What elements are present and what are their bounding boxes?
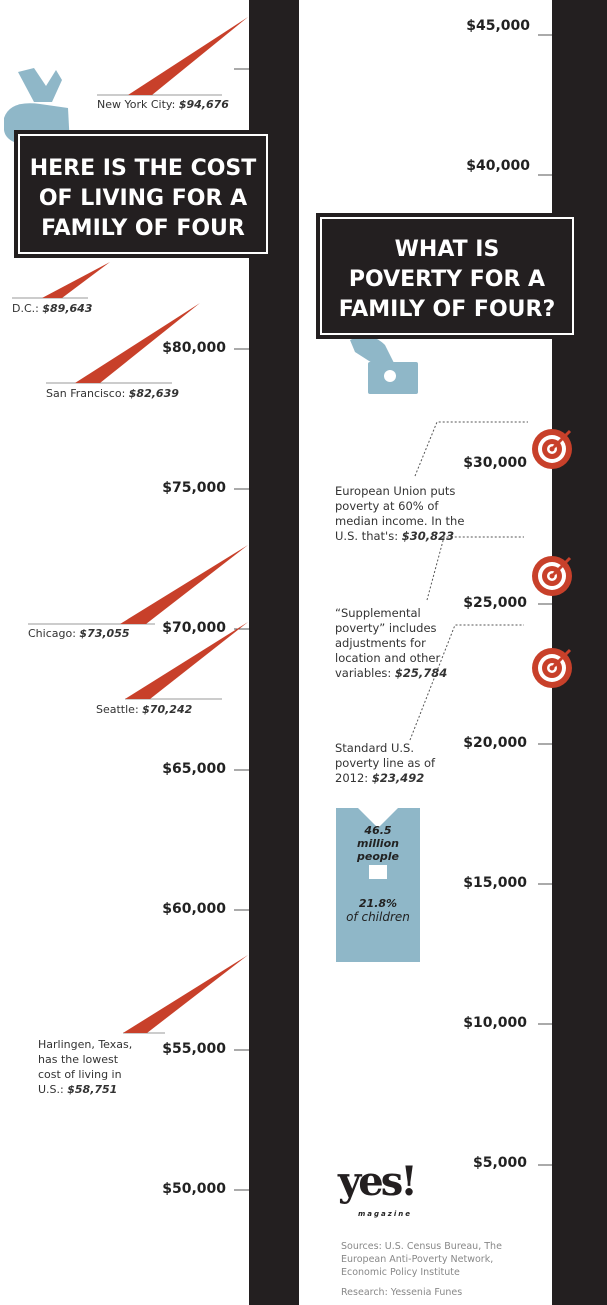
- city-label-sf: San Francisco: $82,639: [46, 387, 179, 400]
- right-tick-label: $45,000: [466, 18, 530, 34]
- left-tick-label: $50,000: [162, 1181, 226, 1197]
- target-icon: [532, 429, 572, 469]
- target-icon: [532, 556, 572, 596]
- stroller-icon: [369, 865, 387, 879]
- right-tick-label: $20,000: [463, 735, 527, 751]
- left-tick-label: $60,000: [162, 901, 226, 917]
- city-wedge-sf: [75, 303, 200, 383]
- city-wedge-chicago: [120, 545, 248, 624]
- city-label-chicago: Chicago: $73,055: [28, 627, 130, 640]
- poverty-stat-box: 46.5 million people 21.8% of children: [336, 808, 420, 962]
- city-wedge-dc: [42, 262, 110, 298]
- city-label-nyc: New York City: $94,676: [97, 98, 229, 111]
- right-tick-label: $5,000: [472, 1155, 527, 1171]
- left-tick-label: $80,000: [162, 340, 226, 356]
- arrow-down-icon: [358, 808, 398, 828]
- pointer-line: [409, 624, 524, 741]
- poverty-note-eu: European Union puts poverty at 60% of me…: [335, 484, 465, 543]
- right-tick-label: $15,000: [463, 875, 527, 891]
- city-label-seattle: Seattle: $70,242: [96, 703, 193, 716]
- pointer-line: [426, 536, 524, 601]
- left-tick-label: $55,000: [162, 1041, 226, 1057]
- research-credit: Research: Yessenia Funes: [341, 1287, 463, 1298]
- right-tick-label: $10,000: [463, 1015, 527, 1031]
- target-icon: [532, 648, 572, 688]
- city-wedge-nyc: [128, 17, 248, 95]
- city-label-harlingen: Harlingen, Texas, has the lowest cost of…: [38, 1038, 133, 1096]
- children-label: of children: [346, 910, 410, 924]
- right-tick-label: $40,000: [466, 158, 530, 174]
- people-count: 46.5 million people: [357, 824, 399, 863]
- target-icons: [532, 429, 572, 688]
- left-tick-label: $75,000: [162, 480, 226, 496]
- yes-magazine-logo: yes!: [338, 1158, 418, 1205]
- right-tick-label: $25,000: [463, 595, 527, 611]
- cost-of-living-title: HERE IS THE COST OF LIVING FOR A FAMILY …: [14, 130, 272, 258]
- poverty-title: WHAT IS POVERTY FOR A FAMILY OF FOUR?: [316, 213, 578, 339]
- left-tick-label: $65,000: [162, 761, 226, 777]
- poverty-note-standard: Standard U.S. poverty line as of 2012: $…: [335, 741, 436, 785]
- city-wedge-seattle: [125, 622, 248, 699]
- poverty-note-supplemental: “Supplemental poverty” includes adjustme…: [335, 606, 448, 680]
- city-label-dc: D.C.: $89,643: [12, 302, 93, 315]
- city-wedge-harlingen: [123, 955, 248, 1033]
- logo-subtitle: magazine: [358, 1210, 412, 1218]
- left-tick-label: $70,000: [162, 620, 226, 636]
- hand-with-coin-icon: [350, 336, 418, 394]
- sources-text: Sources: U.S. Census Bureau, The Europea…: [341, 1241, 502, 1278]
- right-tick-label: $30,000: [463, 455, 527, 471]
- children-percent: 21.8%: [358, 897, 398, 910]
